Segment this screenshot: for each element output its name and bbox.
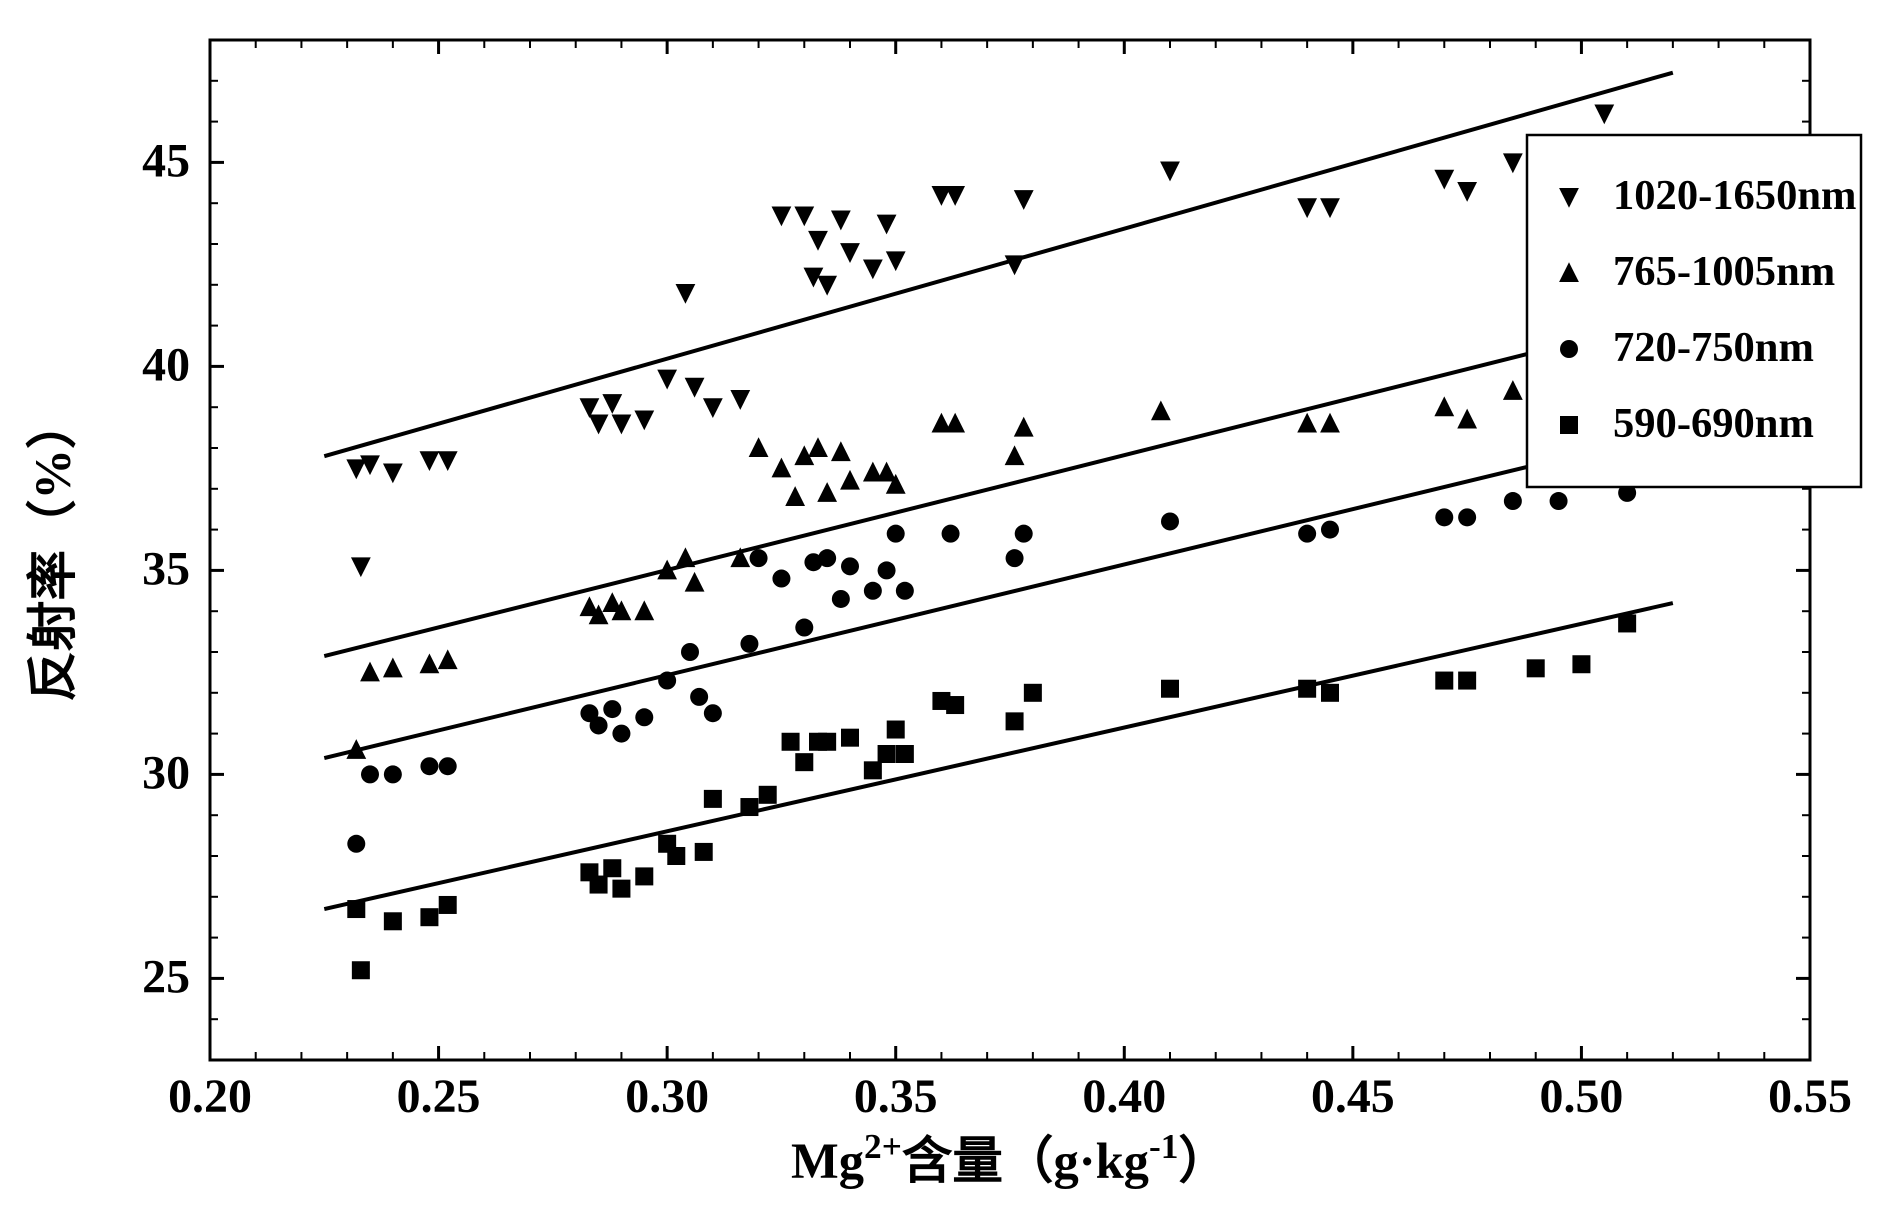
x-tick-label: 0.20 [168,1070,252,1123]
marker-square [864,761,882,779]
marker-square [887,721,905,739]
marker-square [1435,672,1453,690]
marker-square [612,880,630,898]
legend-label: 765-1005nm [1613,248,1835,295]
marker-circle [832,590,850,608]
marker-square [1572,655,1590,673]
marker-circle [864,582,882,600]
marker-circle [1504,492,1522,510]
marker-circle [878,561,896,579]
x-tick-label: 0.35 [854,1070,938,1123]
y-tick-label: 35 [142,542,190,595]
marker-circle [1560,340,1578,358]
marker-circle [1298,525,1316,543]
marker-circle [347,835,365,853]
marker-square [1527,659,1545,677]
marker-circle [384,765,402,783]
marker-circle [896,582,914,600]
marker-square [1298,680,1316,698]
marker-circle [603,700,621,718]
marker-circle [1550,492,1568,510]
x-tick-label: 0.45 [1311,1070,1395,1123]
marker-circle [818,549,836,567]
marker-circle [590,716,608,734]
marker-square [439,896,457,914]
y-tick-label: 25 [142,950,190,1003]
marker-square [818,733,836,751]
marker-square [841,729,859,747]
marker-circle [1435,508,1453,526]
marker-circle [1321,521,1339,539]
marker-square [667,847,685,865]
marker-square [1560,416,1578,434]
marker-square [946,696,964,714]
marker-circle [361,765,379,783]
legend-label: 720-750nm [1613,324,1814,371]
marker-circle [635,708,653,726]
marker-square [420,908,438,926]
y-tick-label: 30 [142,746,190,799]
legend-label: 590-690nm [1613,400,1814,447]
marker-circle [841,557,859,575]
chart-root: 0.20 0.25 0.30 0.35 0.40 0.45 0.50 0.55 25 30 35 40… [0,0,1880,1221]
marker-square [603,859,621,877]
marker-circle [750,549,768,567]
marker-square [1458,672,1476,690]
marker-square [1321,684,1339,702]
marker-square [878,745,896,763]
marker-square [740,798,758,816]
marker-circle [420,757,438,775]
marker-circle [690,688,708,706]
x-tick-label: 0.30 [625,1070,709,1123]
marker-square [347,900,365,918]
marker-circle [942,525,960,543]
marker-square [1618,614,1636,632]
marker-circle [612,725,630,743]
marker-square [635,867,653,885]
y-tick-label: 45 [142,134,190,187]
marker-square [590,876,608,894]
marker-circle [772,570,790,588]
marker-square [1006,712,1024,730]
marker-square [896,745,914,763]
x-tick-label: 0.40 [1082,1070,1166,1123]
x-tick-label: 0.55 [1768,1070,1852,1123]
marker-circle [795,619,813,637]
marker-square [384,912,402,930]
marker-circle [658,672,676,690]
marker-circle [1006,549,1024,567]
marker-circle [439,757,457,775]
marker-circle [704,704,722,722]
marker-circle [1458,508,1476,526]
y-axis-label: 反射率（%） [25,398,81,701]
marker-square [1024,684,1042,702]
x-tick-label: 0.25 [397,1070,481,1123]
marker-circle [740,635,758,653]
marker-square [782,733,800,751]
marker-square [795,753,813,771]
y-tick-label: 40 [142,338,190,391]
marker-circle [1161,512,1179,530]
marker-circle [681,643,699,661]
marker-square [759,786,777,804]
marker-square [704,790,722,808]
marker-circle [1015,525,1033,543]
marker-square [695,843,713,861]
legend: 1020-1650nm 765-1005nm 720-750nm 590-690nm [1527,135,1861,487]
x-tick-label: 0.50 [1540,1070,1624,1123]
marker-square [1161,680,1179,698]
marker-square [352,961,370,979]
marker-circle [887,525,905,543]
legend-label: 1020-1650nm [1613,172,1856,219]
